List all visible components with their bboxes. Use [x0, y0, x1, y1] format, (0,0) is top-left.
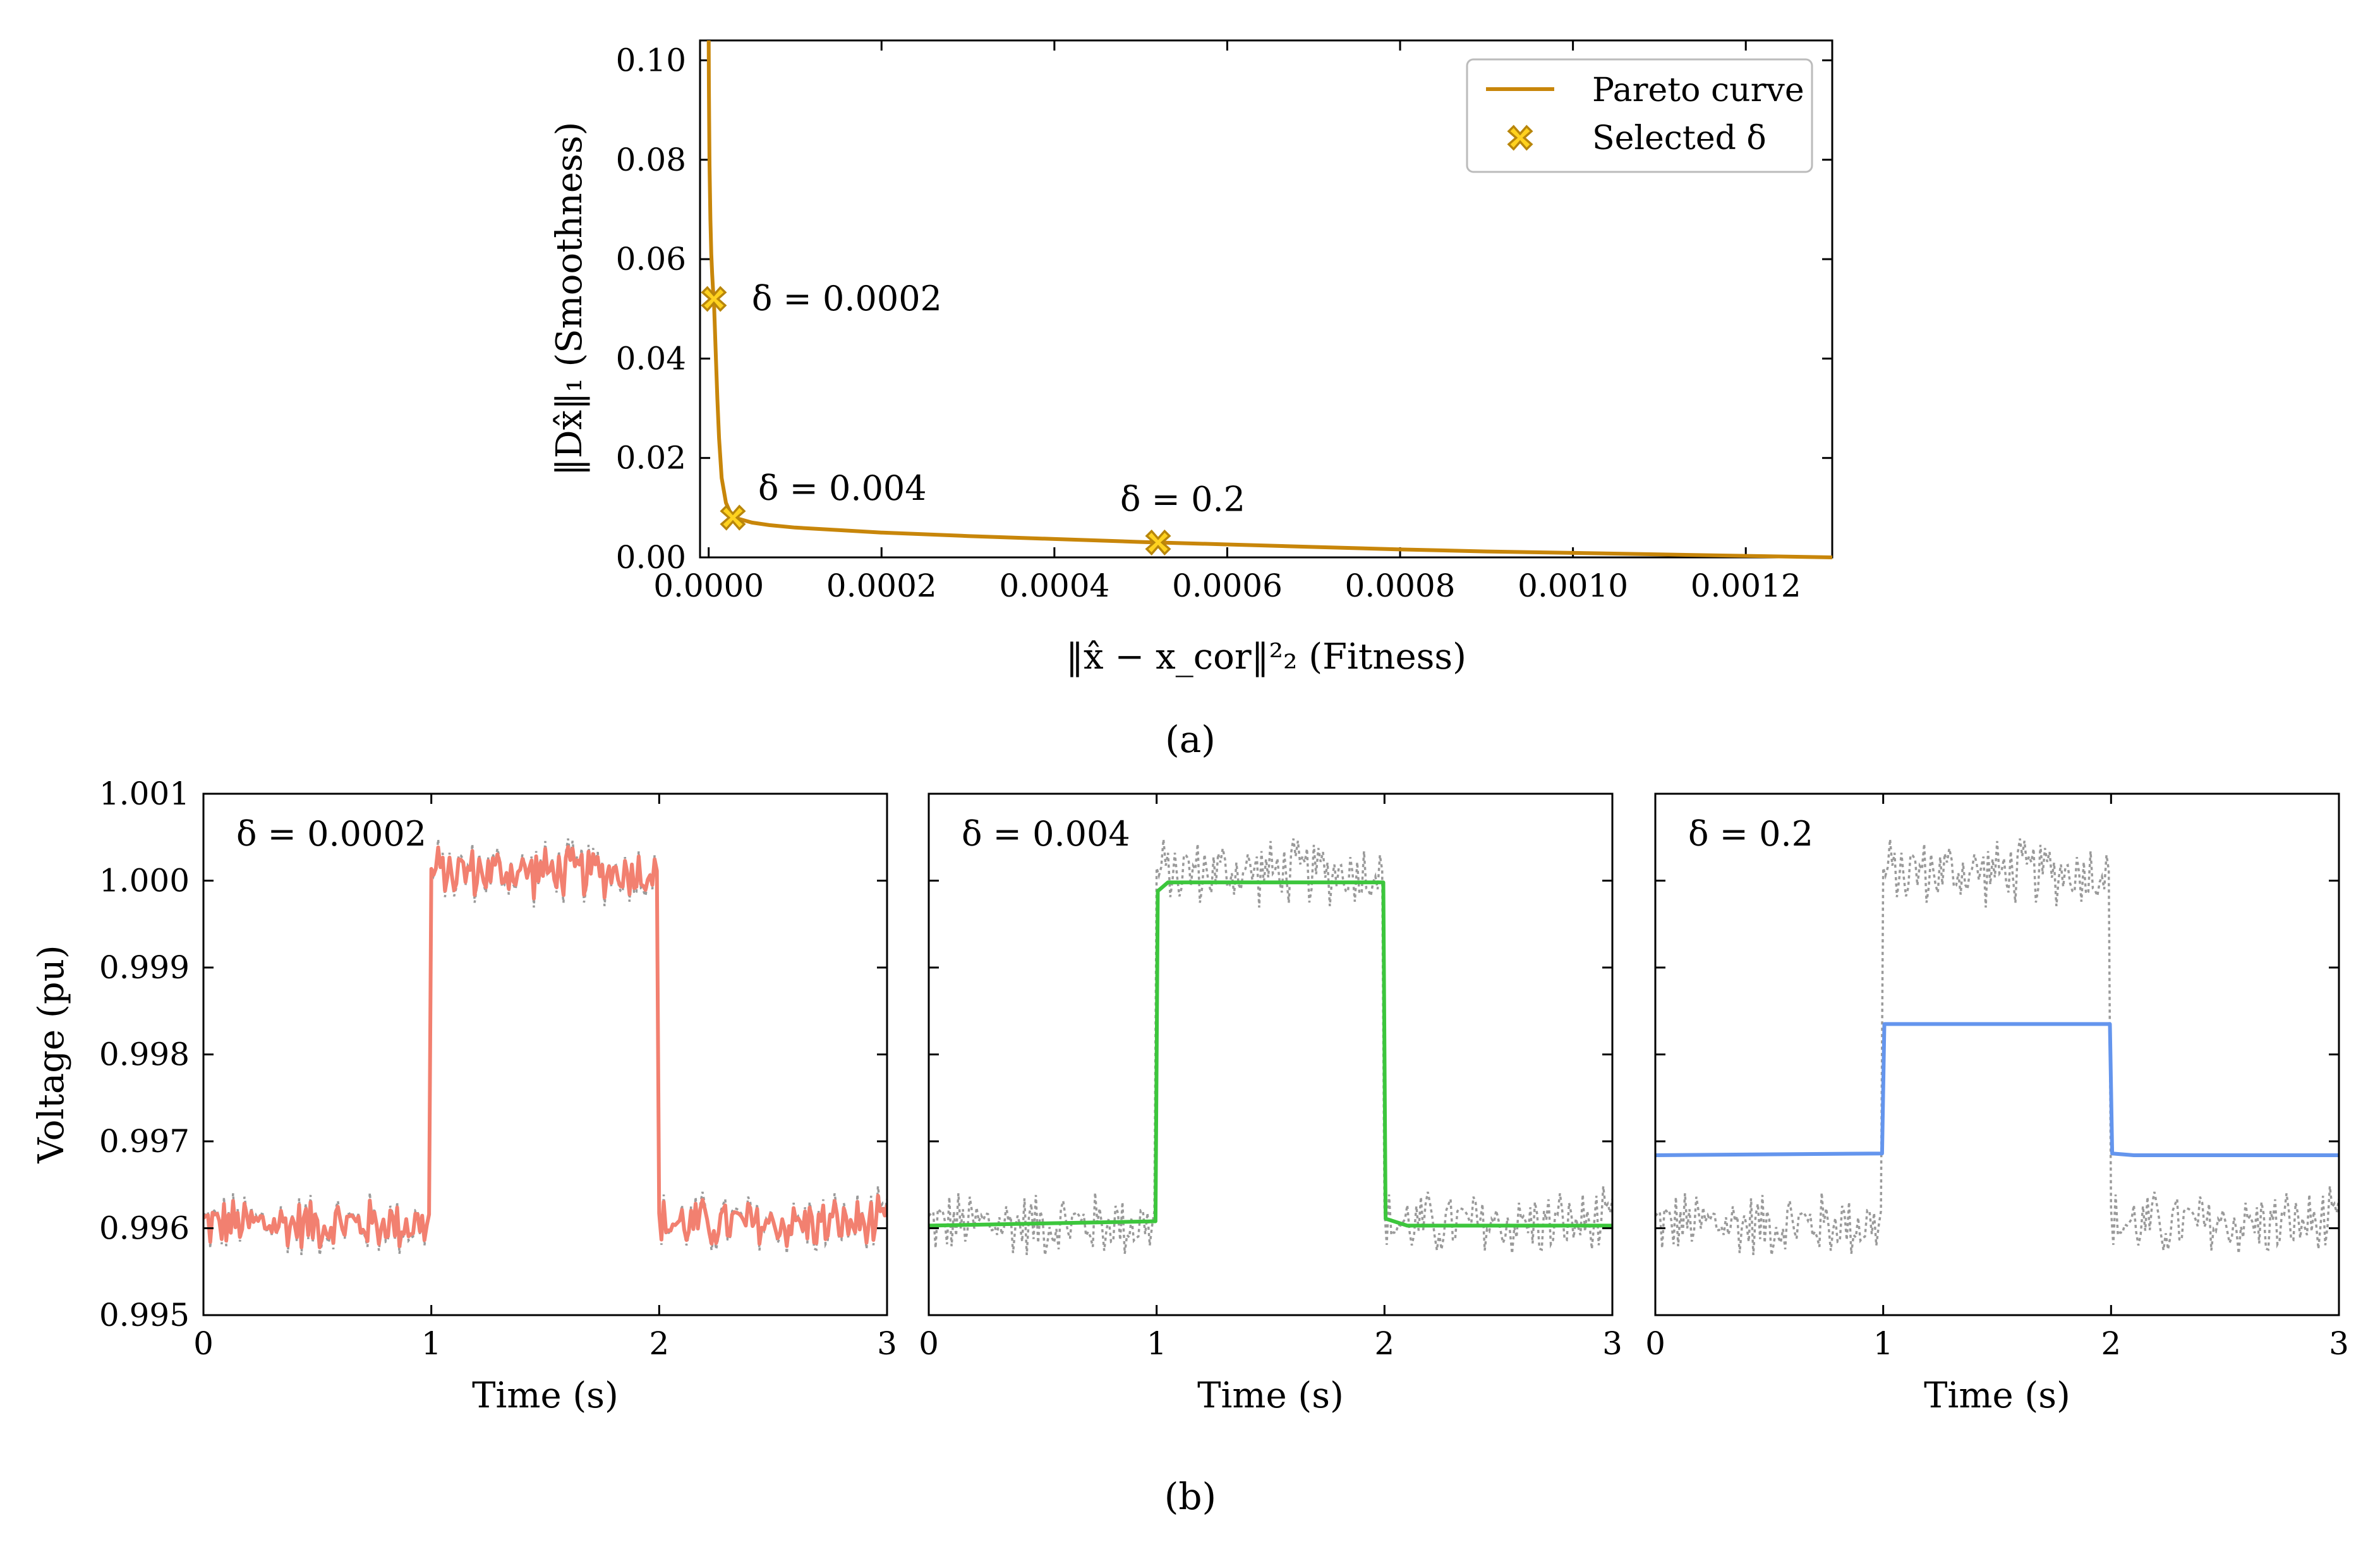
pareto-x-tick-label: 0.0010: [1518, 568, 1628, 604]
filtered-voltage-line: [203, 845, 887, 1249]
pareto-y-tick-label: 0.08: [616, 142, 686, 178]
pareto-y-tick-label: 0.06: [616, 241, 686, 277]
voltage-panel-title: δ = 0.2: [1688, 814, 1813, 854]
filtered-voltage-line: [929, 880, 1612, 1228]
pareto-x-tick-label: 0.0006: [1172, 568, 1283, 604]
voltage-y-tick-label: 1.001: [99, 775, 190, 812]
voltage-charts: 0 1 2 3 0.995 0.996 0.997 0.998 0.999 1.000 1.001 T…: [31, 775, 2349, 1518]
voltage-y-tick-label: 1.000: [99, 863, 190, 899]
voltage-y-tick-label: 0.996: [99, 1210, 190, 1247]
selected-delta-label: δ = 0.0002: [752, 279, 942, 319]
pareto-y-tick-label: 0.10: [616, 42, 686, 78]
pareto-x-tick-label: 0.0004: [999, 568, 1109, 604]
legend-selected-marker-icon: [1507, 124, 1533, 151]
voltage-y-tick-label: 0.995: [99, 1297, 190, 1333]
pareto-x-tick-label: 0.0000: [653, 568, 764, 604]
selected-delta-marker-icon: [720, 504, 746, 531]
pareto-x-tick-label: 0.0002: [826, 568, 937, 604]
filtered-voltage-line: [1655, 1022, 2339, 1157]
voltage-x-axis-label: Time (s): [1924, 1375, 2070, 1416]
voltage-x-axis-label: Time (s): [472, 1375, 619, 1416]
pareto-plot-frame: [699, 39, 1833, 559]
voltage-x-tick-label: 3: [2329, 1325, 2349, 1362]
pareto-x-tick-label: 0.0008: [1345, 568, 1456, 604]
pareto-y-tick-label: 0.02: [616, 440, 686, 477]
noisy-voltage-line: [203, 838, 887, 1256]
selected-delta-marker-icon: [1145, 529, 1171, 555]
pareto-x-tick-label: 0.0012: [1691, 568, 1801, 604]
voltage-x-tick-label: 2: [2101, 1325, 2121, 1362]
noisy-voltage-line: [1655, 838, 2339, 1256]
voltage-panel: 0 1 2 3 Time (s) δ = 0.004: [919, 792, 1622, 1416]
selected-delta-label: δ = 0.2: [1120, 479, 1245, 519]
pareto-ticks: 0.0000 0.0002 0.0004 0.0006 0.0008 0.0010 0.00…: [616, 40, 1832, 604]
voltage-panel-title: δ = 0.0002: [236, 814, 426, 854]
legend-marker-shape: [1507, 124, 1533, 151]
pareto-y-tick-label: 0.00: [616, 539, 686, 576]
voltage-x-tick-label: 3: [877, 1325, 897, 1362]
voltage-y-tick-label: 0.999: [99, 949, 190, 986]
pareto-y-tick-label: 0.04: [616, 340, 686, 377]
selected-delta-marker-icon: [701, 286, 727, 312]
noisy-voltage-line: [929, 838, 1612, 1256]
pareto-legend: Pareto curve Selected δ: [1466, 58, 1813, 173]
selected-delta-label: δ = 0.004: [758, 468, 927, 508]
voltage-x-tick-label: 1: [421, 1325, 442, 1362]
voltage-x-tick-label: 1: [1147, 1325, 1167, 1362]
voltage-x-tick-label: 3: [1602, 1325, 1622, 1362]
legend-pareto-label: Pareto curve: [1592, 71, 1804, 109]
voltage-x-tick-label: 0: [919, 1325, 939, 1362]
voltage-y-tick-label: 0.997: [99, 1123, 190, 1160]
panel-label-a: (a): [1165, 718, 1216, 761]
pareto-chart: 0.0000 0.0002 0.0004 0.0006 0.0008 0.0010 0.00…: [549, 39, 1833, 761]
voltage-panel-title: δ = 0.004: [962, 814, 1130, 854]
voltage-x-tick-label: 0: [1645, 1325, 1665, 1362]
panel-label-b: (b): [1164, 1475, 1216, 1518]
voltage-y-tick-label: 0.998: [99, 1036, 190, 1073]
pareto-y-axis-label: ‖Dx̂‖₁ (Smoothness): [549, 122, 590, 477]
voltage-panel: 0 1 2 3 0.995 0.996 0.997 0.998 0.999 1.000 1.001 T…: [99, 775, 897, 1416]
voltage-y-axis-label: Voltage (pu): [31, 945, 72, 1163]
legend-selected-label: Selected δ: [1592, 119, 1767, 157]
pareto-curve-line: [706, 40, 1833, 559]
voltage-x-tick-label: 1: [1873, 1325, 1894, 1362]
voltage-x-axis-label: Time (s): [1197, 1375, 1344, 1416]
voltage-x-tick-label: 2: [649, 1325, 669, 1362]
voltage-x-tick-label: 0: [193, 1325, 214, 1362]
voltage-panels: 0 1 2 3 0.995 0.996 0.997 0.998 0.999 1.000 1.001 T…: [99, 775, 2349, 1416]
selected-delta-markers: δ = 0.0002 δ = 0.004 δ = 0.2: [701, 279, 1245, 555]
voltage-panel: 0 1 2 3 Time (s) δ = 0.2: [1645, 792, 2349, 1416]
voltage-x-tick-label: 2: [1374, 1325, 1394, 1362]
pareto-x-axis-label: ‖x̂ − x_cor‖²₂ (Fitness): [1066, 636, 1466, 677]
